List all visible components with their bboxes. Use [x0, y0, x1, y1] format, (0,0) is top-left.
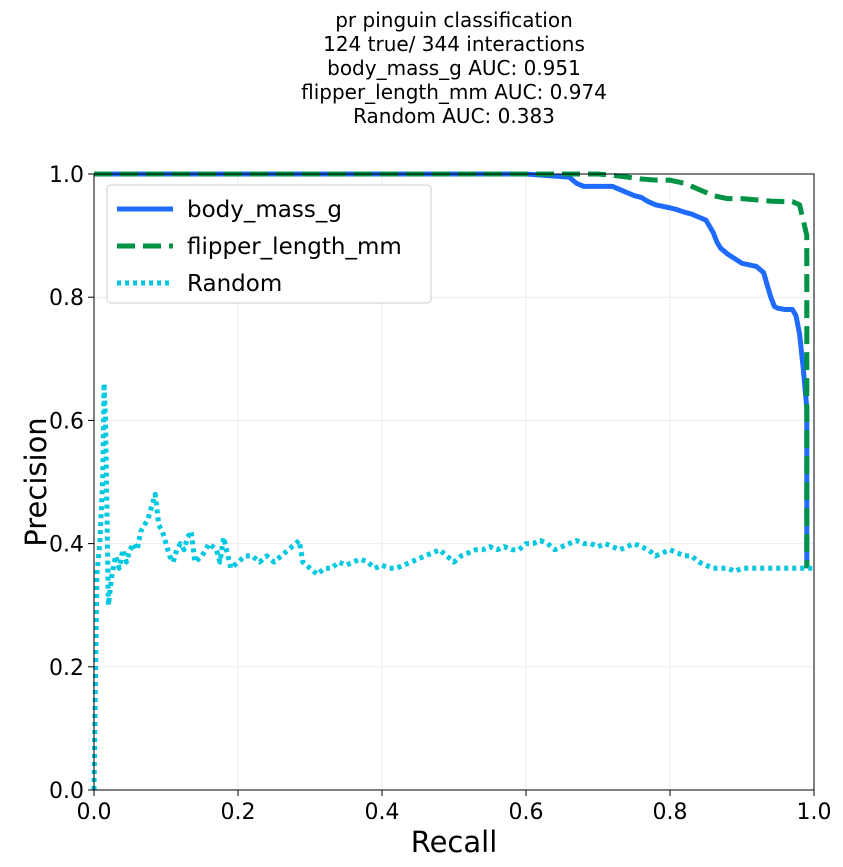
series-flipper-length-line — [94, 171, 810, 569]
chart-title: pr pinguin classification 124 true/ 344 … — [94, 8, 814, 128]
title-line-1: pr pinguin classification — [335, 8, 573, 32]
legend-box — [106, 184, 432, 304]
y-tick-label: 0.2 — [49, 656, 84, 681]
plot-frame — [93, 173, 815, 791]
x-tick-label: 0.0 — [77, 800, 112, 825]
legend: body_mass_g flipper_length_mm Random — [106, 184, 432, 304]
title-line-3: body_mass_g AUC: 0.951 — [327, 56, 581, 80]
title-line-2: 124 true/ 344 interactions — [323, 32, 585, 56]
series-body-mass-line — [94, 171, 810, 569]
y-tick-label: 0.6 — [49, 409, 84, 434]
y-tick-label: 0.4 — [49, 533, 84, 558]
series-random-line — [91, 380, 814, 791]
ticks: 0.0 0.2 0.4 0.6 0.8 1.0 0.0 0.2 0.4 0.6 0.8 1.0 — [49, 163, 832, 825]
legend-label-random: Random — [187, 271, 282, 297]
y-tick-label: 0.0 — [49, 779, 84, 804]
x-tick-label: 1.0 — [797, 800, 832, 825]
x-tick-label: 0.4 — [365, 800, 400, 825]
x-tick-label: 0.6 — [509, 800, 544, 825]
legend-label-flipper-length: flipper_length_mm — [187, 234, 402, 260]
series-layer — [91, 171, 814, 791]
x-tick-label: 0.8 — [653, 800, 688, 825]
y-tick-label: 0.8 — [49, 286, 84, 311]
title-line-5: Random AUC: 0.383 — [353, 104, 555, 128]
y-axis-label: Precision — [19, 417, 53, 546]
y-tick-label: 1.0 — [49, 163, 84, 188]
legend-label-body-mass: body_mass_g — [187, 197, 342, 223]
x-axis-label: Recall — [411, 825, 498, 859]
x-tick-label: 0.2 — [221, 800, 256, 825]
title-line-4: flipper_length_mm AUC: 0.974 — [301, 80, 607, 104]
